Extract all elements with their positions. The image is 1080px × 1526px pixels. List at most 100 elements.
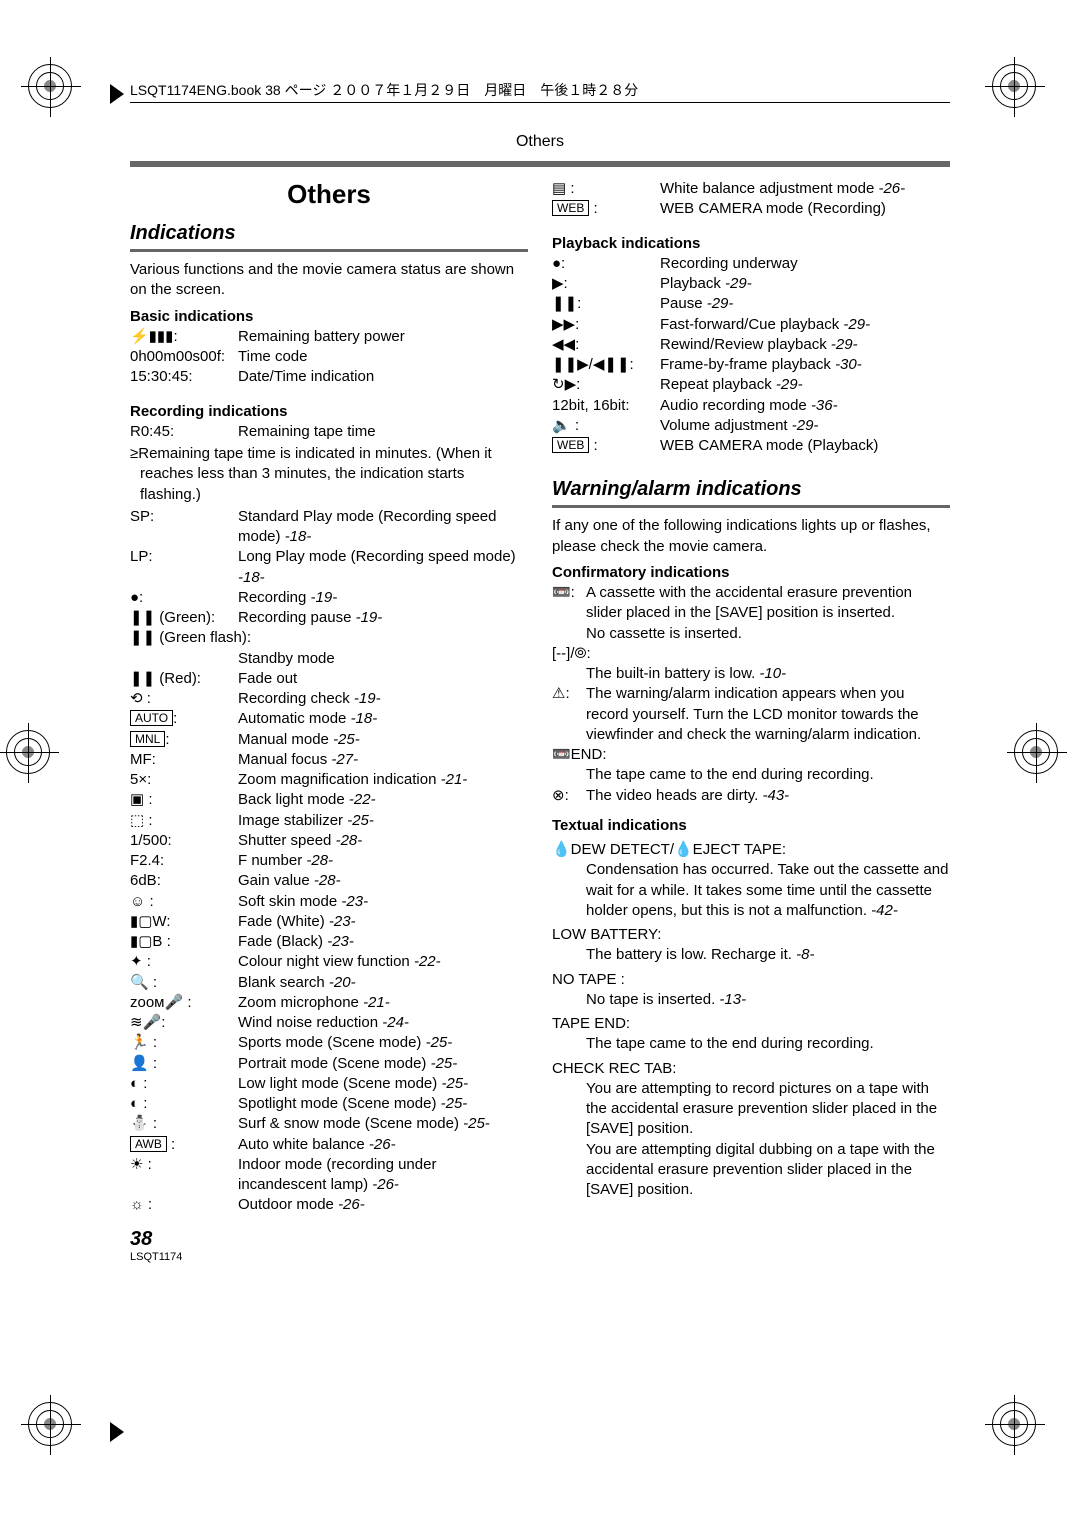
indication-label: ☺ : (130, 892, 238, 912)
indication-row: SP:Standard Play mode (Recording speed m… (130, 507, 528, 548)
textual-title: 💧DEW DETECT/💧EJECT TAPE: (552, 840, 950, 860)
indication-label: ▤ : (552, 179, 660, 199)
indication-desc: Wind noise reduction -24- (238, 1013, 528, 1033)
indication-label: ↻▶: (552, 375, 660, 395)
indication-row: ❚❚ (Green):Recording pause -19- (130, 608, 528, 628)
indication-label: 🔍 : (130, 973, 238, 993)
recording-head: Recording indications (130, 402, 528, 422)
indication-label: ●: (552, 254, 660, 274)
indication-desc: Fade (Black) -23- (238, 932, 528, 952)
indication-label: ◀◀: (552, 335, 660, 355)
indication-label: ✦ : (130, 952, 238, 972)
indication-label: ❚❚▶/◀❚❚: (552, 355, 660, 375)
indication-label: WEB : (552, 436, 660, 456)
indication-row: ❚❚ (Green flash): (130, 628, 528, 648)
page-ref: -25- (463, 1115, 490, 1132)
page-ref: -25- (441, 1095, 468, 1112)
indicator-icon: ⚡▮▮▮ (130, 327, 173, 347)
indication-row: 🏃 :Sports mode (Scene mode) -25- (130, 1033, 528, 1053)
indication-desc: Automatic mode -18- (238, 709, 528, 729)
indication-desc: Manual mode -25- (238, 730, 528, 750)
confirm-plain-label: 📼END: (552, 745, 950, 765)
page-ref: -19- (354, 690, 381, 707)
indication-row: ●:Recording underway (552, 254, 950, 274)
indication-row: AUTO:Automatic mode -18- (130, 709, 528, 729)
textual-title: NO TAPE : (552, 970, 950, 990)
page-ref: -19- (311, 589, 338, 606)
indication-row: 5×:Zoom magnification indication -21- (130, 770, 528, 790)
page-ref: -29- (707, 295, 734, 312)
page-ref: -29- (725, 275, 752, 292)
textual-text: You are attempting to record pictures on… (586, 1079, 950, 1201)
crop-mark-br (992, 1402, 1052, 1462)
indication-label: ⟲ : (130, 689, 238, 709)
indication-label: ❚❚: (552, 294, 660, 314)
indication-label: 6dB: (130, 871, 238, 891)
r045-row: R0:45: Remaining tape time (130, 422, 528, 442)
indication-row: ▮▢B :Fade (Black) -23- (130, 932, 528, 952)
indication-desc: F number -28- (238, 851, 528, 871)
indication-desc: Date/Time indication (238, 367, 528, 387)
indication-label: 12bit, 16bit: (552, 396, 660, 416)
page-ref: -28- (314, 872, 341, 889)
indication-row: ✦ :Colour night view function -22- (130, 952, 528, 972)
indication-desc: Fade (White) -23- (238, 912, 528, 932)
indication-row: 15:30:45:Date/Time indication (130, 367, 528, 387)
page-ref: -24- (382, 1014, 409, 1031)
indication-desc: Repeat playback -29- (660, 375, 950, 395)
indication-desc: Auto white balance -26- (238, 1135, 528, 1155)
indication-desc: Recording check -19- (238, 689, 528, 709)
indication-desc: White balance adjustment mode -26- (660, 179, 950, 199)
boxed-label: AUTO (130, 710, 173, 726)
textual-items: 💧DEW DETECT/💧EJECT TAPE:Condensation has… (552, 840, 950, 1200)
indication-desc: Recording -19- (238, 588, 528, 608)
confirm-plain-label: [--]/⦾: (552, 644, 950, 664)
page-ref: -22- (414, 953, 441, 970)
indication-desc: Colour night view function -22- (238, 952, 528, 972)
indication-desc: Standard Play mode (Recording speed mode… (238, 507, 528, 548)
indication-row: ⬚ :Image stabilizer -25- (130, 811, 528, 831)
indication-row: ◀◀:Rewind/Review playback -29- (552, 335, 950, 355)
indication-label: 🏃 : (130, 1033, 238, 1053)
indication-desc: Back light mode -22- (238, 790, 528, 810)
indication-desc: Low light mode (Scene mode) -25- (238, 1074, 528, 1094)
indication-row: 12bit, 16bit:Audio recording mode -36- (552, 396, 950, 416)
indication-row: MNL:Manual mode -25- (130, 730, 528, 750)
confirm-text: The tape came to the end during recordin… (586, 765, 950, 785)
page-number: 38 (130, 1228, 950, 1251)
indication-row: 6dB:Gain value -28- (130, 871, 528, 891)
page-ref: -29- (792, 417, 819, 434)
indication-label: ≋🎤: (130, 1013, 238, 1033)
indication-row: ❚❚:Pause -29- (552, 294, 950, 314)
confirm-text: The video heads are dirty. -43- (586, 786, 950, 806)
confirm-text: The built-in battery is low. -10- (586, 664, 950, 684)
indication-row: 1/500:Shutter speed -28- (130, 831, 528, 851)
indication-row: Standby mode (130, 649, 528, 669)
indication-label: ▣ : (130, 790, 238, 810)
indication-label: ▶▶: (552, 315, 660, 335)
boxed-label: MNL (130, 731, 165, 747)
confirm-text: The warning/alarm indication appears whe… (586, 684, 950, 745)
indication-desc: Blank search -20- (238, 973, 528, 993)
indication-row: ▶▶:Fast-forward/Cue playback -29- (552, 315, 950, 335)
indication-label: LP: (130, 547, 238, 567)
page-ref: -26- (878, 180, 905, 197)
indication-label: 0h00m00s00f: (130, 347, 238, 367)
indication-label: ⚡▮▮▮: (130, 327, 238, 347)
left-column: Others Indications Various functions and… (130, 173, 528, 1216)
boxed-label: WEB (552, 437, 589, 453)
indication-row: AWB :Auto white balance -26- (130, 1135, 528, 1155)
indication-desc: Spotlight mode (Scene mode) -25- (238, 1094, 528, 1114)
indication-desc: Audio recording mode -36- (660, 396, 950, 416)
indication-row: ↻▶:Repeat playback -29- (552, 375, 950, 395)
page-ref: -18- (285, 528, 312, 545)
indication-row: ▤ :White balance adjustment mode -26- (552, 179, 950, 199)
indication-row: ▶:Playback -29- (552, 274, 950, 294)
confirm-item: [--]/⦾:The built-in battery is low. -10- (552, 644, 950, 685)
basic-head: Basic indications (130, 307, 528, 327)
indication-row: ☺ :Soft skin mode -23- (130, 892, 528, 912)
page-ref: -19- (356, 609, 383, 626)
indication-label: ◐ : (130, 1074, 238, 1094)
playback-rows: ●:Recording underway ▶:Playback -29-❚❚:P… (552, 254, 950, 457)
indication-desc: WEB CAMERA mode (Playback) (660, 436, 950, 456)
